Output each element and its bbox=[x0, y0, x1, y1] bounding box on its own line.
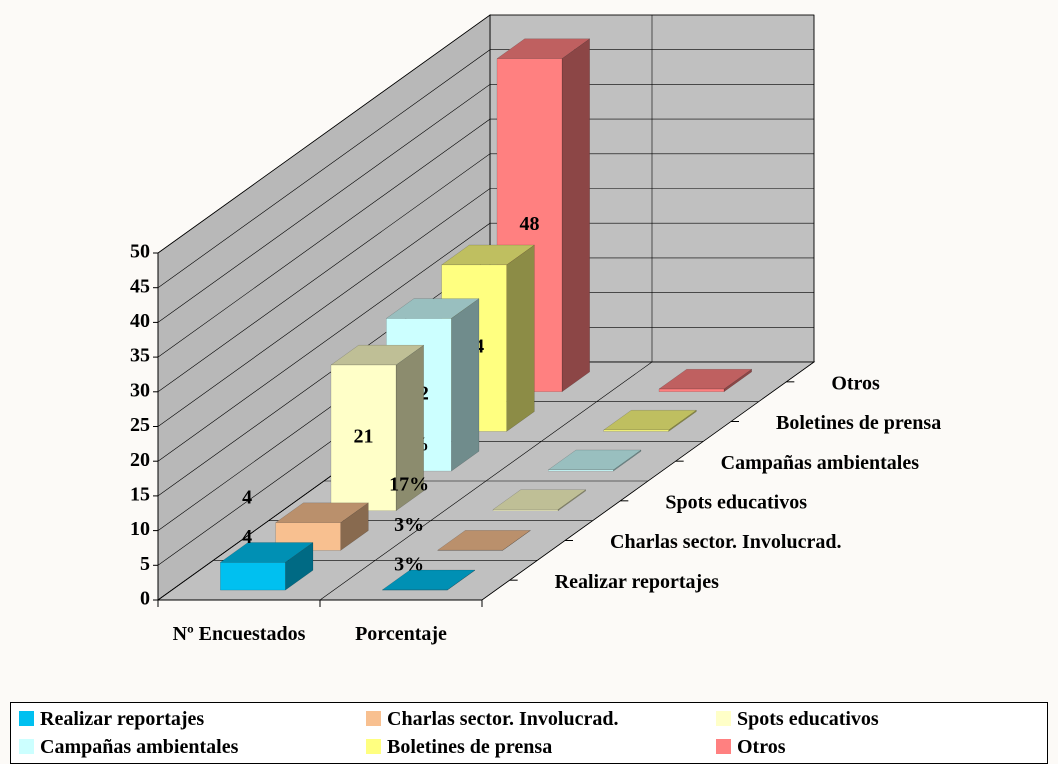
legend-swatch bbox=[716, 711, 731, 726]
y-tick-label: 5 bbox=[140, 553, 150, 575]
legend-swatch bbox=[366, 711, 381, 726]
data-label: 17% bbox=[389, 473, 429, 495]
depth-label: Otros bbox=[831, 372, 880, 394]
bar bbox=[219, 542, 314, 591]
bar bbox=[602, 409, 698, 432]
depth-label: Campañas ambientales bbox=[721, 452, 920, 474]
depth-label: Charlas sector. Involucrad. bbox=[610, 531, 841, 553]
legend-label: Otros bbox=[737, 736, 786, 758]
bar bbox=[436, 529, 532, 551]
bar-face bbox=[330, 364, 397, 511]
y-tick-label: 50 bbox=[130, 241, 150, 263]
legend-entry: Realizar reportajes bbox=[19, 707, 204, 731]
bar-face bbox=[548, 469, 614, 472]
bar-face bbox=[506, 244, 535, 432]
bar bbox=[492, 489, 587, 512]
legend-label: Campañas ambientales bbox=[40, 736, 239, 758]
x-tick-label: Porcentaje bbox=[355, 623, 447, 645]
legend-label: Realizar reportajes bbox=[40, 708, 205, 730]
bar-face bbox=[451, 298, 480, 472]
legend-swatch bbox=[19, 711, 34, 726]
floor-line bbox=[481, 361, 815, 601]
grid-line bbox=[157, 49, 814, 288]
data-label: 48 bbox=[520, 213, 540, 235]
bar-face bbox=[603, 429, 669, 432]
bar bbox=[547, 449, 642, 472]
grid-line bbox=[157, 118, 814, 358]
bar-face bbox=[492, 509, 559, 511]
depth-label: Boletines de prensa bbox=[776, 412, 941, 434]
bar-face bbox=[561, 38, 590, 393]
legend-swatch bbox=[366, 739, 381, 754]
y-tick-label: 0 bbox=[140, 588, 150, 610]
y-tick-label: 40 bbox=[130, 310, 150, 332]
depth-label: Spots educativos bbox=[665, 491, 807, 513]
y-tick-label: 20 bbox=[130, 449, 150, 471]
legend-entry: Campañas ambientales bbox=[19, 735, 238, 759]
y-tick-label: 10 bbox=[130, 518, 150, 540]
legend-label: Spots educativos bbox=[737, 708, 879, 730]
legend-label: Boletines de prensa bbox=[387, 736, 553, 758]
data-label: 21 bbox=[354, 425, 374, 447]
grid-line bbox=[157, 84, 814, 323]
grid-line bbox=[157, 153, 814, 393]
x-tick-label: Nº Encuestados bbox=[172, 623, 306, 645]
y-tick-label: 35 bbox=[130, 345, 150, 367]
y-tick-label: 45 bbox=[130, 275, 150, 297]
legend-entry: Charlas sector. Involucrad. bbox=[366, 707, 618, 731]
grid-line bbox=[157, 14, 814, 254]
legend-entry: Boletines de prensa bbox=[366, 735, 552, 759]
grid-line bbox=[157, 188, 814, 427]
y-tick-label: 25 bbox=[130, 414, 150, 436]
legend-swatch bbox=[716, 739, 731, 754]
y-tick-label: 30 bbox=[130, 379, 150, 401]
grid-line bbox=[157, 222, 814, 462]
legend-label: Charlas sector. Involucrad. bbox=[387, 708, 619, 730]
bar bbox=[381, 569, 476, 591]
legend: Realizar reportajes Charlas sector. Invol… bbox=[10, 702, 1048, 764]
bar-face bbox=[220, 562, 286, 591]
plot: 051015202530354045504839%2420%2218%2117%… bbox=[130, 14, 941, 610]
legend-entry: Spots educativos bbox=[716, 707, 879, 731]
bar bbox=[330, 344, 425, 512]
data-label: 4 bbox=[242, 526, 252, 548]
floor-line bbox=[319, 361, 653, 601]
data-label: 3% bbox=[394, 554, 424, 576]
legend-swatch bbox=[19, 739, 34, 754]
depth-label: Realizar reportajes bbox=[555, 571, 719, 593]
legend-entry: Otros bbox=[716, 735, 786, 759]
y-tick-label: 15 bbox=[130, 483, 150, 505]
data-label: 4 bbox=[242, 486, 252, 508]
bar bbox=[658, 368, 753, 393]
data-label: 3% bbox=[394, 514, 424, 536]
bar-face bbox=[658, 388, 725, 392]
